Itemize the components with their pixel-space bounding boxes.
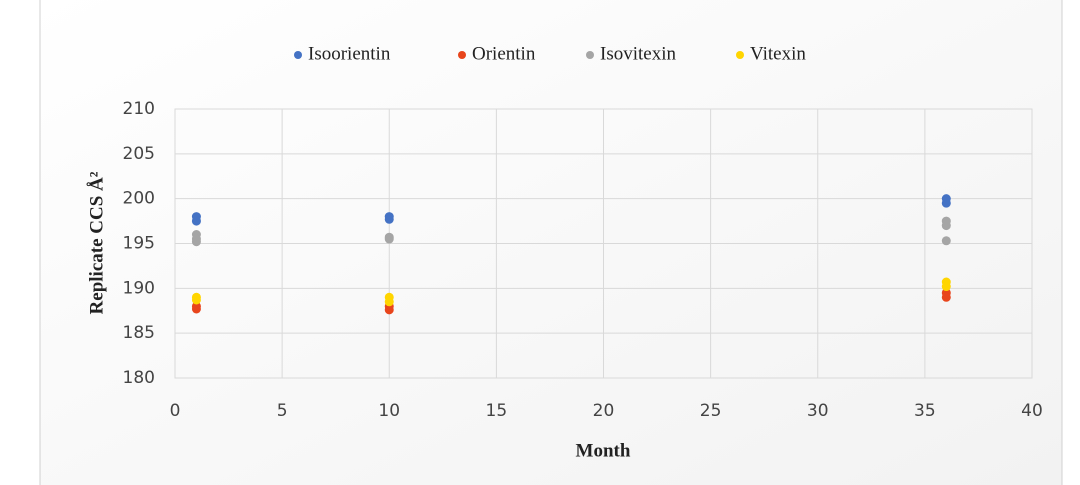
point bbox=[384, 305, 394, 315]
y-axis-title: Replicate CCS Å² bbox=[86, 171, 107, 314]
y-tick-label: 190 bbox=[123, 278, 155, 298]
point bbox=[384, 234, 394, 244]
x-tick-label: 5 bbox=[277, 401, 288, 421]
point bbox=[941, 292, 951, 302]
legend-label: Orientin bbox=[472, 43, 536, 64]
point bbox=[941, 221, 951, 231]
y-tick-label: 185 bbox=[123, 323, 155, 343]
point bbox=[941, 282, 951, 292]
y-tick-label: 195 bbox=[123, 234, 155, 254]
x-tick-label: 0 bbox=[170, 401, 181, 421]
point bbox=[941, 198, 951, 208]
x-tick-label: 40 bbox=[1021, 401, 1043, 421]
x-tick-label: 20 bbox=[593, 401, 615, 421]
legend-label: Vitexin bbox=[750, 43, 806, 64]
x-tick-label: 35 bbox=[914, 401, 936, 421]
x-axis-title: Month bbox=[576, 440, 631, 461]
point bbox=[191, 237, 201, 247]
point bbox=[191, 304, 201, 314]
point bbox=[384, 214, 394, 224]
x-tick-label: 25 bbox=[700, 401, 722, 421]
point bbox=[941, 236, 951, 246]
legend-label: Isoorientin bbox=[308, 43, 391, 64]
x-tick-label: 15 bbox=[486, 401, 508, 421]
plot-frame bbox=[174, 108, 1033, 379]
y-tick-label: 210 bbox=[123, 99, 155, 119]
x-tick-label: 30 bbox=[807, 401, 829, 421]
point bbox=[384, 297, 394, 307]
y-tick-label: 200 bbox=[123, 189, 155, 209]
chart-panel bbox=[39, 0, 1063, 485]
legend-marker bbox=[736, 51, 744, 59]
legend-marker bbox=[294, 51, 302, 59]
legend-marker bbox=[458, 51, 466, 59]
point bbox=[191, 216, 201, 226]
legend-label: Isovitexin bbox=[600, 43, 676, 64]
y-tick-label: 205 bbox=[123, 144, 155, 164]
legend-marker bbox=[586, 51, 594, 59]
y-tick-label: 180 bbox=[123, 368, 155, 388]
point bbox=[191, 295, 201, 305]
x-tick-label: 10 bbox=[378, 401, 400, 421]
